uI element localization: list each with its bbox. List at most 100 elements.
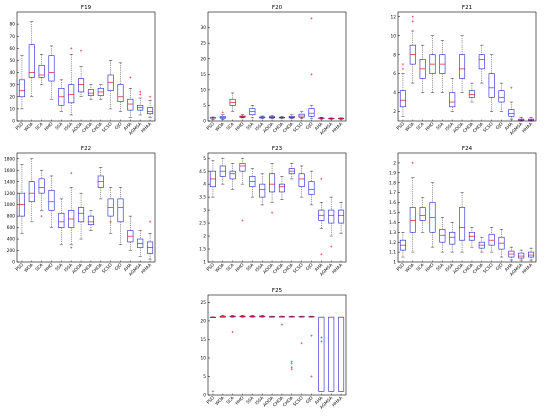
y-tick-label: 1800 (4, 156, 15, 162)
x-tick-label: SCSO (292, 262, 305, 275)
x-tick-label: HHO (424, 121, 436, 133)
box-iqr (459, 55, 464, 79)
x-tick-label: HHAA (140, 121, 153, 134)
x-tick-label: SCA (225, 121, 235, 131)
x-tick-label: HHAA (521, 262, 534, 275)
x-tick-label: SSA (54, 262, 64, 272)
box-iqr (528, 252, 533, 257)
y-tick-label: 20 (10, 94, 16, 100)
y-tick-label: 50 (10, 58, 16, 64)
outlier-marker (129, 76, 131, 78)
x-tick-label: HHAA (331, 395, 344, 408)
outlier-marker (320, 340, 322, 342)
box-choa (98, 85, 103, 100)
x-tick-label: HHO (234, 262, 246, 274)
box-aha (319, 317, 324, 391)
y-tick-label: 4.5 (199, 169, 206, 175)
box-aha (509, 247, 514, 260)
subplot-title: F19 (81, 5, 92, 11)
box-iqr (69, 85, 74, 103)
x-tick-label: SCA (225, 395, 235, 405)
box-aooa (459, 36, 464, 93)
box-issa (69, 172, 74, 249)
box-iqr (230, 171, 235, 179)
y-tick-label: 10 (201, 356, 207, 362)
outlier-marker (320, 336, 322, 338)
outlier-marker (412, 20, 414, 22)
subplot-title: F20 (272, 5, 283, 11)
y-tick-label: 600 (7, 225, 15, 231)
outlier-marker (510, 87, 512, 89)
y-tick-label: 4 (203, 182, 206, 188)
box-iqr (329, 317, 334, 391)
box-iqr (279, 184, 284, 192)
y-tick-label: 1.5 (199, 247, 206, 253)
x-tick-label: SCSO (292, 395, 305, 408)
box-woa (220, 315, 225, 317)
box-hhaa (338, 317, 343, 391)
outlier-marker (80, 50, 82, 52)
box-woa (29, 159, 34, 222)
box-iqr (108, 75, 113, 91)
box-issa (260, 315, 265, 317)
box-scso (489, 227, 494, 252)
box-iqr (469, 91, 474, 98)
box-choa (279, 316, 284, 326)
box-sca (39, 54, 44, 84)
box-gjo (309, 17, 314, 118)
box-hhaa (147, 96, 152, 118)
box-aooa (269, 316, 274, 317)
axes-frame (208, 12, 346, 121)
box-ssa (440, 40, 445, 92)
box-iqr (319, 317, 324, 391)
x-tick-label: SSA (245, 395, 255, 405)
x-tick-label: HHAA (521, 121, 534, 134)
box-aha (509, 87, 514, 119)
box-ssa (440, 217, 445, 252)
outlier-marker (402, 63, 404, 65)
outlier-marker (110, 221, 112, 223)
outlier-marker (412, 16, 414, 18)
box-woa (410, 16, 415, 83)
box-hhaa (528, 248, 533, 260)
outlier-marker (320, 253, 322, 255)
axes-frame (208, 295, 346, 395)
y-tick-label: 0 (203, 393, 206, 399)
y-tick-label: 1.4 (389, 220, 396, 226)
axes-frame (398, 12, 536, 121)
outlier-marker (70, 247, 72, 249)
box-agmsa (329, 118, 334, 120)
x-tick-label: CHOA (282, 121, 295, 134)
box-aooa (459, 193, 464, 252)
subplot-title: F25 (272, 288, 283, 294)
box-gjo (309, 316, 314, 377)
y-tick-label: 1200 (4, 191, 15, 197)
y-tick-label: 3.5 (199, 195, 206, 201)
x-tick-label: SSA (245, 262, 255, 272)
x-tick-label: WOA (404, 262, 416, 274)
box-iqr (49, 190, 54, 210)
box-hho (240, 315, 245, 317)
x-tick-label: SSA (245, 121, 255, 131)
y-tick-label: 2 (393, 109, 396, 115)
box-scso (299, 316, 304, 344)
box-iqr (509, 110, 514, 117)
page-title (0, 0, 1, 1)
outlier-marker (310, 73, 312, 75)
y-tick-label: 0 (12, 260, 15, 266)
x-tick-label: SCSO (292, 121, 305, 134)
box-iqr (147, 108, 152, 114)
box-iqr (338, 317, 343, 391)
outlier-marker (301, 342, 303, 344)
box-iqr (118, 85, 123, 102)
box-scso (108, 60, 113, 108)
box-choa (289, 316, 294, 370)
box-pso (400, 63, 405, 116)
box-ssa (250, 105, 255, 117)
box-choa (479, 237, 484, 252)
y-tick-label: 1.9 (389, 170, 396, 176)
outlier-marker (281, 324, 283, 326)
y-tick-label: 2 (203, 234, 206, 240)
x-tick-label: HHO (424, 262, 436, 274)
